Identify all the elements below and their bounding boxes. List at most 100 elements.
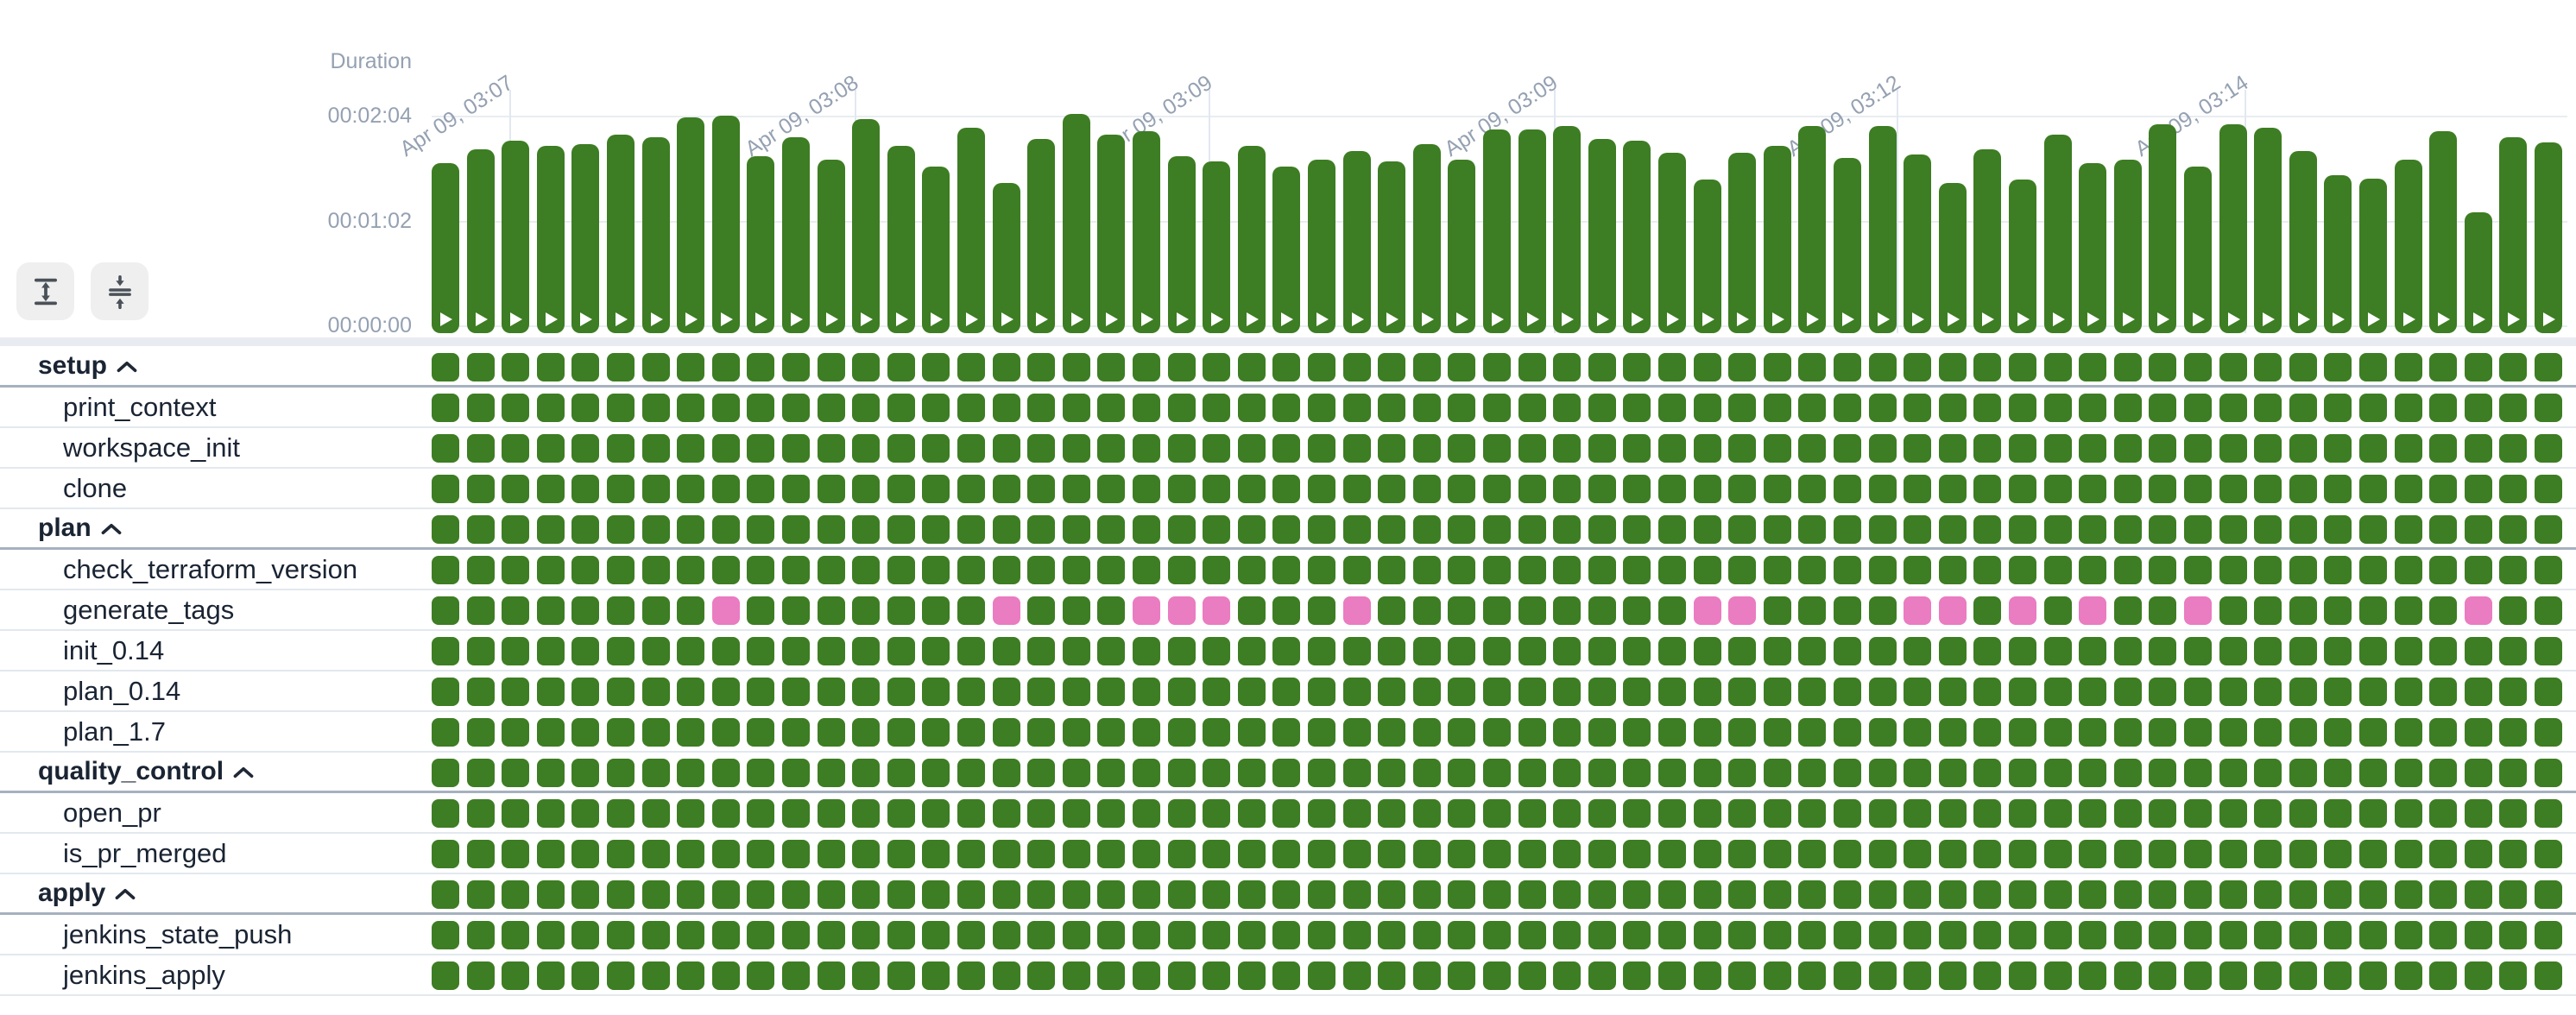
stage-status-cell[interactable] <box>1658 394 1686 422</box>
stage-status-cell[interactable] <box>1097 961 1126 990</box>
stage-status-cell[interactable] <box>1308 961 1335 990</box>
build-duration-bar[interactable] <box>502 141 530 333</box>
stage-status-cell[interactable] <box>1868 394 1897 422</box>
stage-status-cell[interactable] <box>677 394 705 422</box>
stage-status-cell[interactable] <box>1938 799 1967 828</box>
stage-status-cell[interactable] <box>2113 799 2142 828</box>
stage-status-cell[interactable] <box>957 515 985 544</box>
stage-status-cell[interactable] <box>2219 596 2247 625</box>
stage-status-cell[interactable] <box>1342 394 1371 422</box>
stage-status-cell[interactable] <box>1203 394 1231 422</box>
stage-status-cell[interactable] <box>2359 961 2387 990</box>
stage-status-cell[interactable] <box>1272 840 1301 868</box>
stage-status-cell[interactable] <box>1623 759 1651 787</box>
stage-status-cell[interactable] <box>466 434 495 463</box>
stage-status-cell[interactable] <box>2184 353 2212 381</box>
stage-status-cell[interactable] <box>1027 921 1056 949</box>
stage-status-cell[interactable] <box>2429 921 2458 949</box>
stage-status-cell[interactable] <box>1658 637 1686 665</box>
stage-status-cell[interactable] <box>432 556 459 584</box>
stage-status-cell[interactable] <box>677 596 705 625</box>
stage-status-cell[interactable] <box>2009 637 2036 665</box>
stage-status-cell[interactable] <box>677 637 705 665</box>
stage-status-cell[interactable] <box>2359 556 2387 584</box>
stage-status-cell[interactable] <box>1728 718 1757 747</box>
stage-status-cell[interactable] <box>817 718 845 747</box>
stage-status-cell[interactable] <box>1062 799 1090 828</box>
stage-status-cell[interactable] <box>2289 921 2317 949</box>
stage-status-cell[interactable] <box>887 718 915 747</box>
stage-status-cell[interactable] <box>782 475 810 503</box>
stage-status-cell[interactable] <box>1412 556 1441 584</box>
stage-status-cell[interactable] <box>1728 515 1757 544</box>
stage-status-cell[interactable] <box>992 353 1020 381</box>
stage-status-cell[interactable] <box>1693 718 1721 747</box>
build-duration-bar[interactable] <box>607 134 635 333</box>
stage-status-cell[interactable] <box>607 759 635 787</box>
stage-status-cell[interactable] <box>1483 961 1511 990</box>
stage-status-cell[interactable] <box>887 678 915 706</box>
stage-status-cell[interactable] <box>2359 394 2387 422</box>
stage-status-cell[interactable] <box>1868 637 1897 665</box>
stage-status-cell[interactable] <box>817 394 845 422</box>
stage-status-cell[interactable] <box>2219 434 2247 463</box>
stage-status-cell[interactable] <box>677 718 705 747</box>
stage-status-cell[interactable] <box>2254 921 2282 949</box>
stage-status-cell[interactable] <box>1027 394 1056 422</box>
stage-status-cell[interactable] <box>2464 961 2492 990</box>
stage-status-cell[interactable] <box>2113 637 2142 665</box>
stage-status-cell[interactable] <box>887 799 915 828</box>
stage-status-cell[interactable] <box>711 718 740 747</box>
build-duration-bar[interactable] <box>1518 129 1546 333</box>
stage-status-cell[interactable] <box>1133 840 1160 868</box>
stage-status-cell[interactable] <box>1763 759 1791 787</box>
stage-status-cell[interactable] <box>1938 596 1967 625</box>
stage-status-cell[interactable] <box>432 678 459 706</box>
stage-status-cell[interactable] <box>641 556 670 584</box>
stage-status-cell[interactable] <box>1272 434 1301 463</box>
stage-status-cell[interactable] <box>1167 394 1196 422</box>
stage-status-cell[interactable] <box>2464 921 2492 949</box>
stage-status-cell[interactable] <box>957 759 985 787</box>
stage-status-cell[interactable] <box>607 353 635 381</box>
stage-status-cell[interactable] <box>2429 718 2458 747</box>
stage-status-cell[interactable] <box>1272 637 1301 665</box>
stage-status-cell[interactable] <box>1378 434 1406 463</box>
stage-status-cell[interactable] <box>711 678 740 706</box>
stage-status-cell[interactable] <box>1763 961 1791 990</box>
stage-status-cell[interactable] <box>2359 678 2387 706</box>
stage-status-cell[interactable] <box>1133 353 1160 381</box>
stage-status-cell[interactable] <box>922 637 950 665</box>
stage-status-cell[interactable] <box>1448 394 1476 422</box>
stage-status-cell[interactable] <box>607 840 635 868</box>
stage-status-cell[interactable] <box>887 434 915 463</box>
stage-status-cell[interactable] <box>1938 515 1967 544</box>
stage-status-cell[interactable] <box>502 515 530 544</box>
stage-status-cell[interactable] <box>922 799 950 828</box>
stage-status-cell[interactable] <box>1518 556 1546 584</box>
stage-status-cell[interactable] <box>1342 596 1371 625</box>
stage-status-cell[interactable] <box>502 678 530 706</box>
stage-status-cell[interactable] <box>1448 637 1476 665</box>
stage-status-cell[interactable] <box>1658 475 1686 503</box>
stage-status-cell[interactable] <box>1904 434 1932 463</box>
stage-status-cell[interactable] <box>1203 718 1231 747</box>
stage-status-cell[interactable] <box>607 718 635 747</box>
stage-status-cell[interactable] <box>2289 596 2317 625</box>
stage-status-cell[interactable] <box>502 353 530 381</box>
stage-status-cell[interactable] <box>852 596 881 625</box>
stage-status-cell[interactable] <box>1062 637 1090 665</box>
stage-status-cell[interactable] <box>677 515 705 544</box>
stage-status-cell[interactable] <box>1203 556 1231 584</box>
stage-status-cell[interactable] <box>957 718 985 747</box>
stage-status-cell[interactable] <box>1448 556 1476 584</box>
stage-status-cell[interactable] <box>1693 961 1721 990</box>
stage-status-cell[interactable] <box>2079 880 2107 909</box>
stage-status-cell[interactable] <box>2079 759 2107 787</box>
stage-status-cell[interactable] <box>607 880 635 909</box>
stage-status-cell[interactable] <box>1203 353 1231 381</box>
stage-status-cell[interactable] <box>1834 394 1861 422</box>
stage-status-cell[interactable] <box>2149 921 2177 949</box>
stage-status-cell[interactable] <box>957 840 985 868</box>
stage-status-cell[interactable] <box>2499 637 2528 665</box>
